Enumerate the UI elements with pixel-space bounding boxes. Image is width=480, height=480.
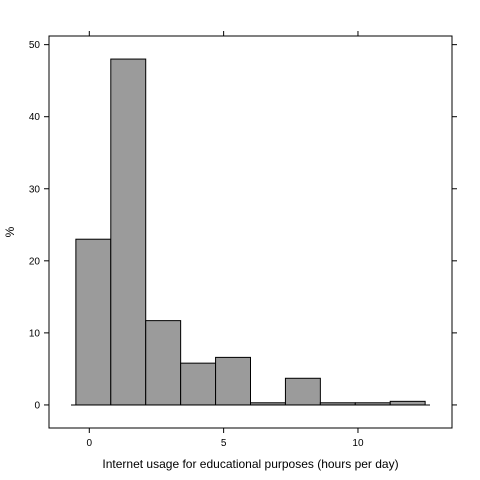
plot-frame — [48, 35, 453, 429]
x-tick-label: 10 — [352, 438, 364, 449]
x-axis-label: Internet usage for educational purposes … — [102, 457, 398, 471]
histogram-bar — [110, 58, 147, 406]
histogram-bar — [215, 356, 252, 406]
y-tick-label: 0 — [34, 400, 40, 411]
y-axis-label: % — [3, 226, 17, 237]
y-tick-label: 30 — [29, 184, 41, 195]
x-tick-label: 5 — [221, 438, 227, 449]
ticks-layer: 0 5 10 0 10 20 30 40 50 — [29, 31, 457, 449]
y-tick-label: 20 — [29, 256, 41, 267]
x-tick-label: 0 — [87, 438, 93, 449]
histogram-bar — [180, 362, 217, 406]
y-tick-label: 10 — [29, 328, 41, 339]
histogram-bar — [284, 377, 321, 406]
histogram-bar — [145, 320, 182, 406]
y-tick-label: 40 — [29, 112, 41, 123]
bars-layer — [75, 58, 426, 406]
histogram-bar — [75, 238, 112, 406]
y-tick-label: 50 — [29, 40, 41, 51]
histogram-bar — [389, 400, 426, 406]
